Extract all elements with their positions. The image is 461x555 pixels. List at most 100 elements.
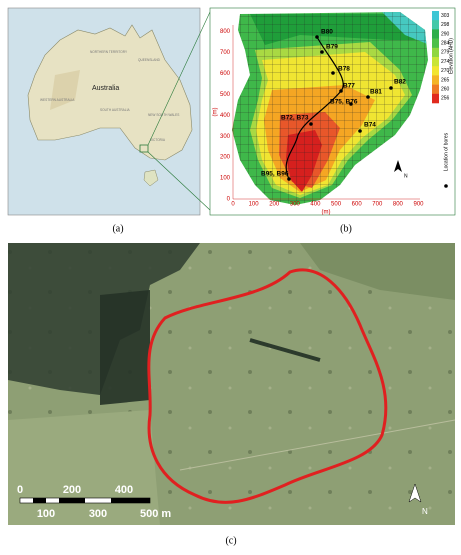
bore-label: B78 (338, 66, 350, 73)
state-label: WESTERN AUSTRALIA (40, 98, 75, 102)
scale-label: 0 (17, 484, 23, 496)
y-tick-label: 300 (220, 134, 231, 140)
bore (287, 177, 291, 181)
x-tick-label: 400 (310, 202, 321, 208)
bore (358, 129, 362, 133)
australia-shape (27, 24, 193, 161)
legend-swatch (432, 11, 439, 21)
north-label: N (422, 507, 428, 516)
bore-label: B72, B73 (281, 115, 309, 122)
forest (100, 290, 150, 405)
x-tick-label: 500 (331, 202, 342, 208)
legend-label: 298 (441, 22, 450, 28)
bore-label: B95, B96 (261, 171, 289, 178)
bore (320, 50, 324, 54)
scale-label: 200 (63, 484, 81, 496)
scale-label: 500 m (140, 508, 171, 520)
bore-label: B81 (370, 89, 382, 96)
north-arrow (394, 160, 402, 172)
legend-label: 260 (441, 87, 450, 93)
bore (339, 89, 343, 93)
x-tick-label: 800 (393, 202, 404, 208)
legend-swatch (432, 47, 439, 58)
caption: (b) (340, 223, 352, 234)
connector (147, 151, 211, 211)
legend-label: 284 (441, 41, 450, 47)
field (300, 243, 455, 300)
legend-label: 290 (441, 31, 450, 37)
y-axis-label: (m) (213, 108, 219, 117)
country-label: Australia (92, 85, 119, 92)
bore (349, 102, 353, 106)
bore-label: B79 (326, 44, 338, 51)
x-tick-label: 600 (352, 202, 363, 208)
bore-label: B77 (343, 83, 355, 90)
legend-label: 274 (441, 59, 450, 65)
x-tick-label: 0 (231, 202, 235, 208)
bore-label: B80 (321, 29, 333, 36)
state-label: NEW SOUTH WALES (148, 113, 179, 117)
x-tick-label: 700 (372, 202, 383, 208)
tasmania (143, 169, 159, 187)
legend-label: 265 (441, 77, 450, 83)
bore (389, 86, 393, 90)
panel-b: (m) (m) Elevation (AHD) Location of bore… (209, 7, 456, 234)
legend-swatch (432, 84, 439, 95)
track (179, 419, 456, 471)
y-tick-label: 500 (220, 92, 231, 98)
caption: (a) (112, 223, 123, 234)
scale-segment (59, 498, 85, 503)
caption: (c) (225, 535, 236, 546)
north-arrow (408, 483, 422, 503)
legend-swatch (432, 93, 439, 104)
x-tick-label: 100 (249, 202, 260, 208)
bore-legend: Location of bores (443, 132, 449, 171)
scale-label: 100 (37, 508, 55, 520)
bore (315, 35, 319, 39)
legend-swatch (432, 29, 439, 39)
legend-label: 279 (441, 50, 450, 56)
state-label: VICTORIA (150, 138, 166, 142)
scale-label: 400 (115, 484, 133, 496)
scale-segment (33, 498, 46, 503)
x-tick-label: 900 (413, 202, 424, 208)
site-box (139, 144, 149, 153)
scale-label: 300 (89, 508, 107, 520)
bore (331, 71, 335, 75)
y-tick-label: 0 (227, 197, 231, 203)
x-axis-label: (m) (322, 210, 331, 216)
bore (309, 122, 313, 126)
x-tick-label: 200 (269, 202, 280, 208)
panel-c: 0 200 400 100 300 500 m N (c) (8, 243, 456, 546)
legend-label: 270 (441, 68, 450, 74)
bore-label: B75, B76 (330, 99, 358, 106)
bore-legend-dot (444, 184, 448, 188)
panel-a: Australia NORTHERN TERRITORY QUEENSLAND … (7, 7, 211, 234)
flow-line (285, 36, 344, 180)
state-label: SOUTH AUSTRALIA (100, 108, 130, 112)
legend-swatch (432, 38, 439, 49)
field (8, 410, 160, 525)
y-tick-label: 400 (220, 113, 231, 119)
desert (50, 70, 80, 110)
state-label: NORTHERN TERRITORY (90, 50, 128, 54)
scale-segment (111, 498, 150, 503)
legend-label: 256 (441, 96, 450, 102)
y-tick-label: 100 (220, 176, 231, 182)
y-tick-label: 200 (220, 155, 231, 161)
legend-title: Elevation (AHD) (448, 38, 454, 74)
north-label: N (404, 173, 408, 179)
legend-swatch (432, 75, 439, 85)
legend-swatch (432, 66, 439, 76)
bore (366, 95, 370, 99)
y-tick-label: 600 (220, 71, 231, 77)
tree-row (249, 338, 321, 362)
study-boundary (147, 268, 388, 504)
y-tick-label: 800 (220, 29, 231, 35)
x-tick-label: 300 (290, 202, 301, 208)
legend-label: 303 (441, 13, 450, 19)
legend-swatch (432, 20, 439, 30)
bore-label: B74 (364, 122, 376, 129)
legend-swatch (432, 57, 439, 67)
state-label: QUEENSLAND (138, 58, 161, 62)
